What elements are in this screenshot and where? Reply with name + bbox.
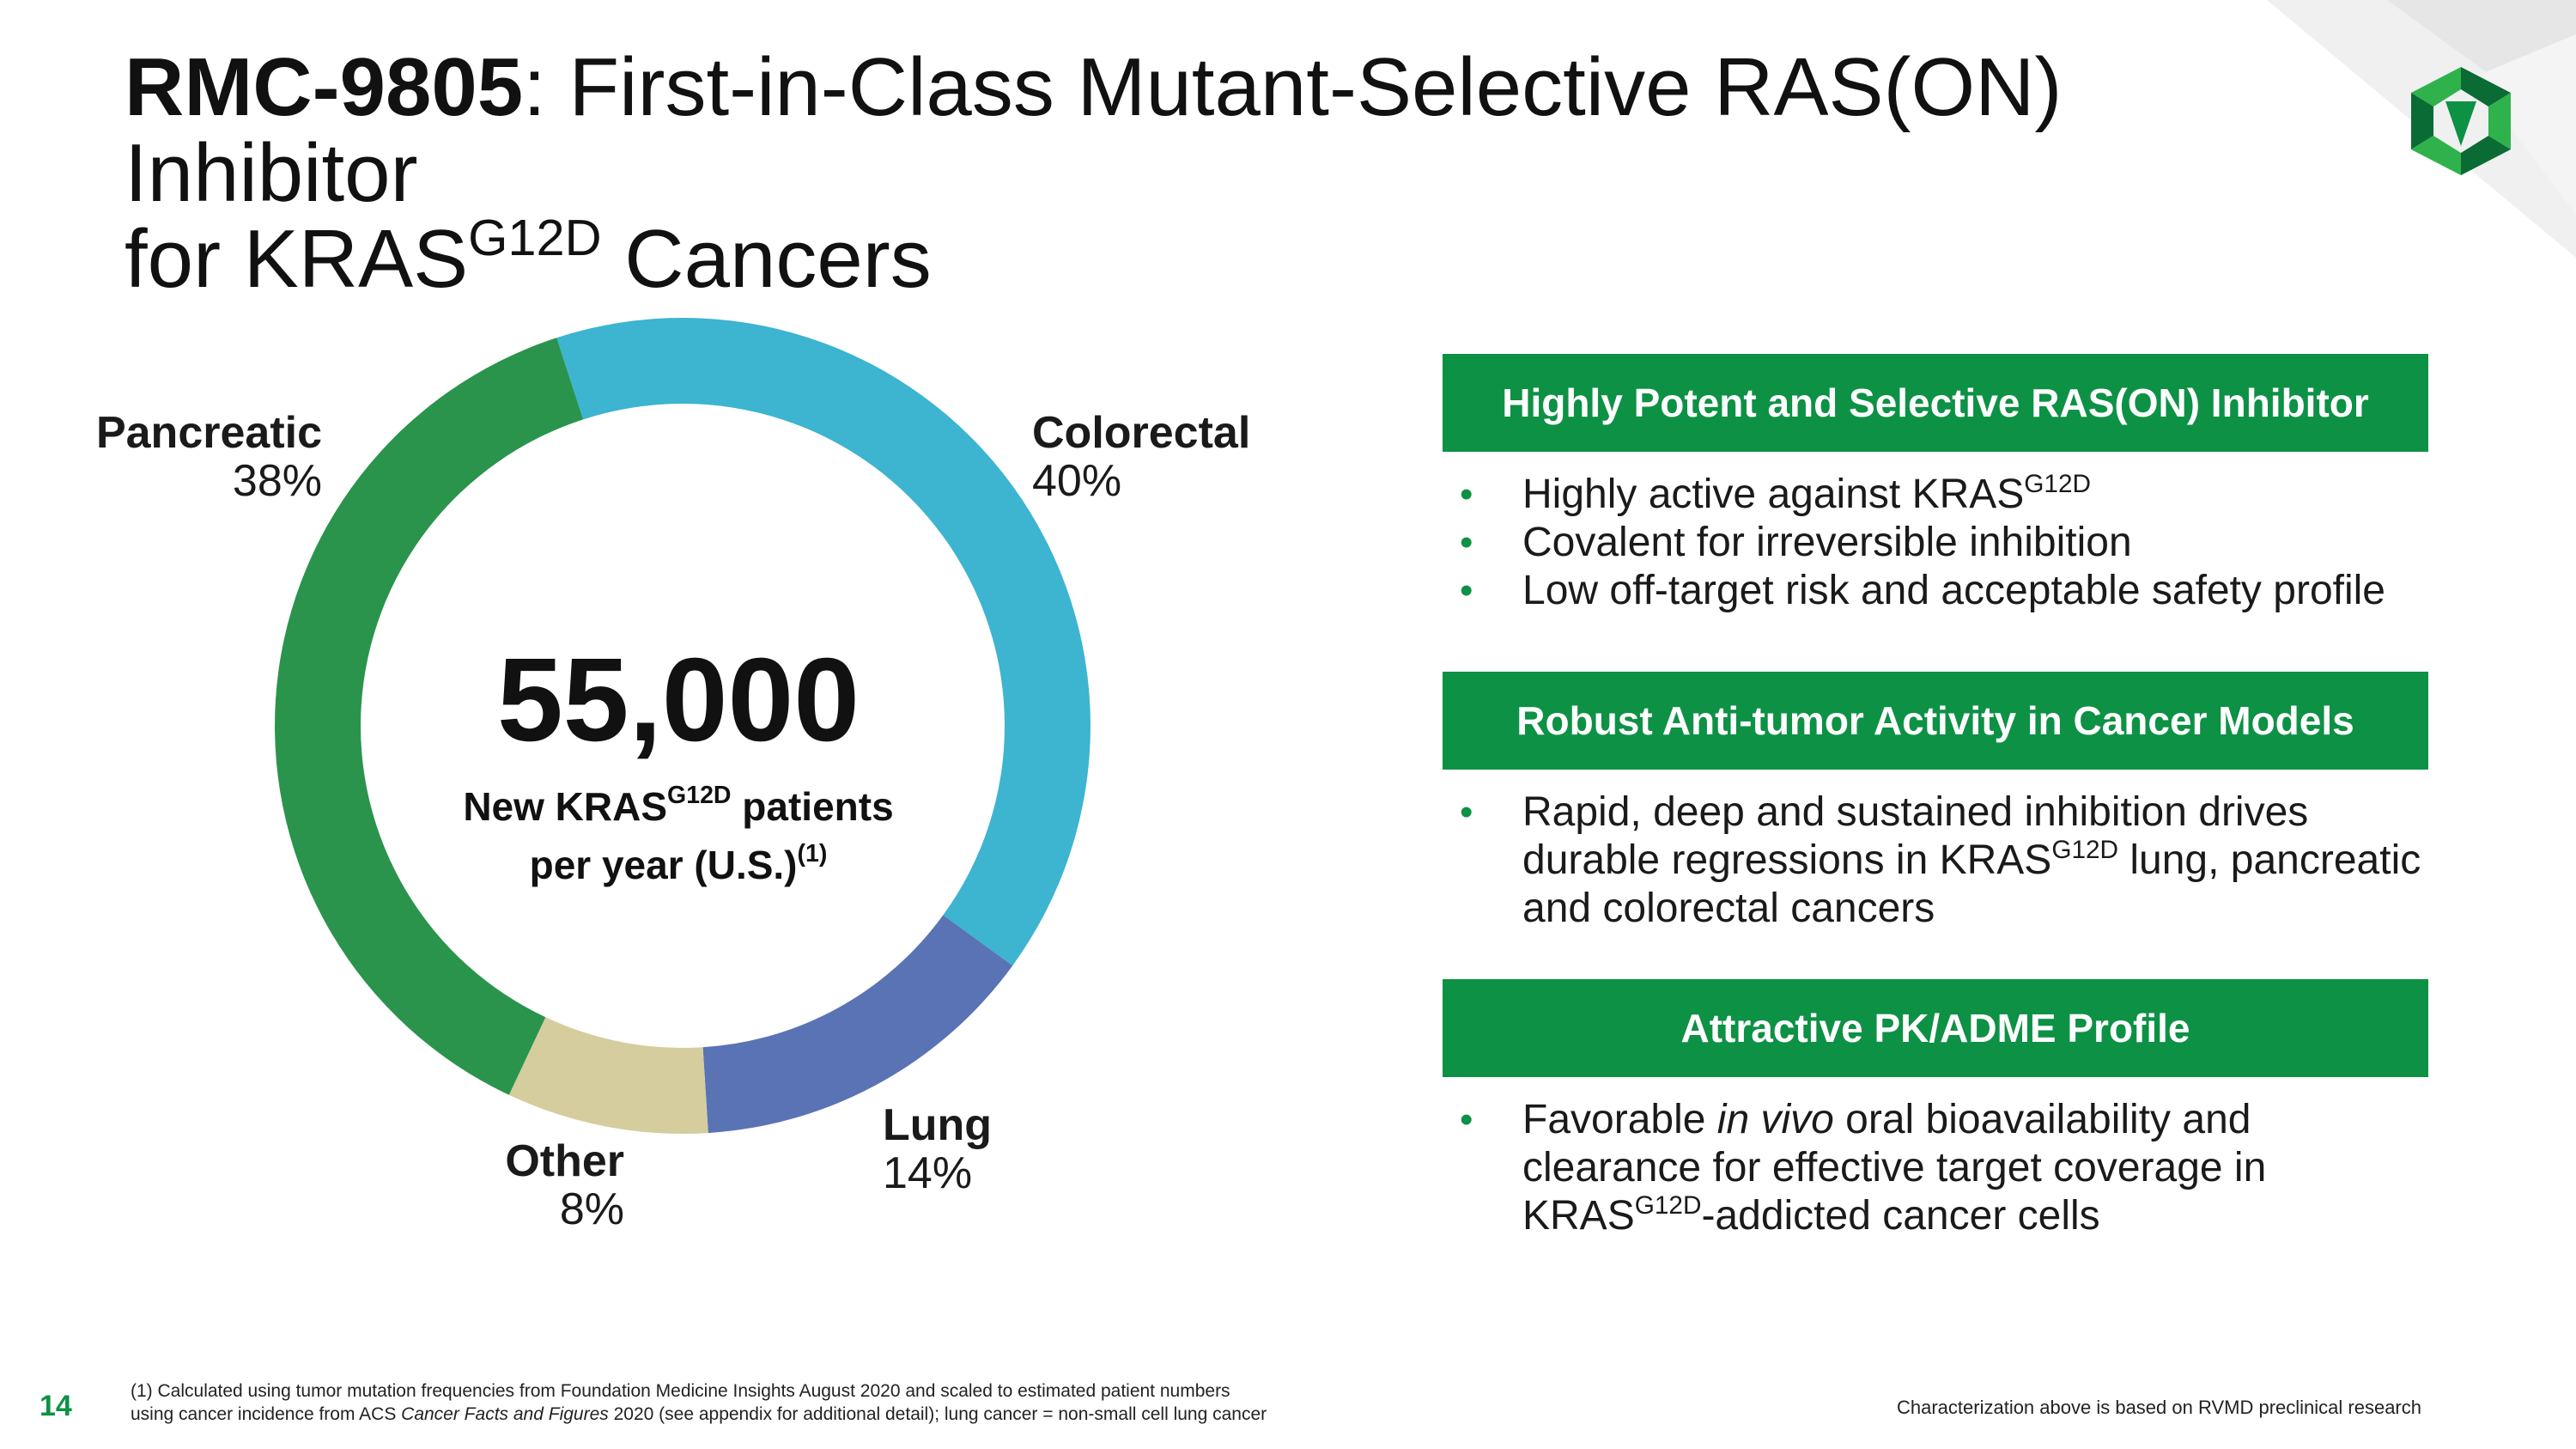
slice-value: 8% <box>559 1184 624 1234</box>
footnote: (1) Calculated using tumor mutation freq… <box>131 1379 1419 1426</box>
bullet-text: Covalent for irreversible inhibition <box>1522 520 2132 565</box>
bullet-text: Highly active against KRAS <box>1522 472 2025 517</box>
bullet-text: Low off-target risk and acceptable safet… <box>1522 568 2385 613</box>
title-line2-sup: G12D <box>468 209 602 267</box>
footnote-line2-pre: using cancer incidence from ACS <box>131 1404 402 1424</box>
bullet-sup: G12D <box>2024 469 2091 498</box>
slice-value: 40% <box>1032 456 1122 506</box>
list-item: • Rapid, deep and sustained inhibition dr… <box>1460 788 2430 933</box>
slice-label-colorectal: Colorectal 40% <box>1032 409 1376 505</box>
center-line1-pre: New KRAS <box>463 784 668 829</box>
bullet-dot-icon: • <box>1460 521 1473 563</box>
panel-header-antitumor: Robust Anti-tumor Activity in Cancer Mod… <box>1443 672 2428 770</box>
slice-label-lung: Lung 14% <box>883 1101 1140 1197</box>
center-line1-sup: G12D <box>667 782 732 810</box>
slice-name: Pancreatic <box>95 408 322 458</box>
panel-bullets-potency: • Highly active against KRASG12D • Covalen… <box>1460 471 2430 615</box>
donut-slice-lung <box>702 915 1013 1134</box>
center-total: 55,000 <box>496 634 860 766</box>
panel-header-potency: Highly Potent and Selective RAS(ON) Inhi… <box>1443 354 2428 452</box>
bullet-text-post: -addicted cancer cells <box>1701 1193 2100 1239</box>
list-item: • Low off-target risk and acceptable safe… <box>1460 567 2430 615</box>
bullet-dot-icon: • <box>1460 569 1473 612</box>
page-number: 14 <box>39 1390 72 1422</box>
slice-value: 14% <box>883 1148 973 1198</box>
bullet-dot-icon: • <box>1460 1099 1473 1141</box>
panel-header-pk-adme: Attractive PK/ADME Profile <box>1443 979 2428 1077</box>
list-item: • Favorable in vivo oral bioavailability … <box>1460 1096 2430 1240</box>
bullet-sup: G12D <box>1634 1190 1702 1220</box>
bullet-text: Rapid, deep and sustained inhibition dri… <box>1522 789 2309 883</box>
bullet-sup: G12D <box>2051 835 2119 864</box>
title-bold: RMC-9805 <box>125 41 524 133</box>
center-line2: per year (U.S.) <box>529 843 798 887</box>
research-note: Characterization above is based on RVMD … <box>1896 1397 2421 1418</box>
footnote-line1: (1) Calculated using tumor mutation freq… <box>131 1381 1230 1401</box>
bullet-text: Favorable <box>1522 1097 1717 1142</box>
slice-name: Lung <box>883 1100 993 1150</box>
slice-label-other: Other 8% <box>369 1137 624 1233</box>
center-caption: New KRASG12D patients per year (U.S.)(1) <box>404 777 953 894</box>
bullet-text-post: lung, pancreatic and colorectal cancers <box>1522 837 2421 931</box>
bullet-dot-icon: • <box>1460 473 1473 515</box>
donut-slice-other <box>508 1017 708 1134</box>
slice-value: 38% <box>232 456 322 506</box>
footnote-line2-em: Cancer Facts and Figures <box>401 1404 609 1424</box>
panel-bullets-pk-adme: • Favorable in vivo oral bioavailability … <box>1460 1096 2430 1240</box>
bullet-text-mid: oral bioavailability and clearance for e… <box>1522 1097 2267 1239</box>
title-line2-pre: for KRAS <box>125 213 469 305</box>
list-item: • Highly active against KRASG12D <box>1460 471 2430 519</box>
center-line1-post: patients <box>731 784 894 829</box>
title-line2-post: Cancers <box>601 213 932 305</box>
slice-name: Colorectal <box>1032 408 1251 458</box>
bullet-em: in vivo <box>1716 1097 1834 1142</box>
footnote-line2-post: 2020 (see appendix for additional detail… <box>608 1404 1267 1424</box>
donut-slice-colorectal <box>556 318 1091 966</box>
donut-slice-pancreatic <box>275 338 584 1095</box>
slide-title: RMC-9805: First-in-Class Mutant-Selectiv… <box>125 45 2314 302</box>
center-line2-sup: (1) <box>797 840 828 868</box>
bullet-dot-icon: • <box>1460 791 1473 833</box>
list-item: • Covalent for irreversible inhibition <box>1460 519 2430 567</box>
title-rest: : First-in-Class Mutant-Selective RAS(ON… <box>125 41 2063 219</box>
slice-name: Other <box>505 1136 624 1186</box>
slice-label-pancreatic: Pancreatic 38% <box>60 409 322 505</box>
company-logo-icon <box>2411 67 2511 175</box>
panel-bullets-antitumor: • Rapid, deep and sustained inhibition dr… <box>1460 788 2430 933</box>
